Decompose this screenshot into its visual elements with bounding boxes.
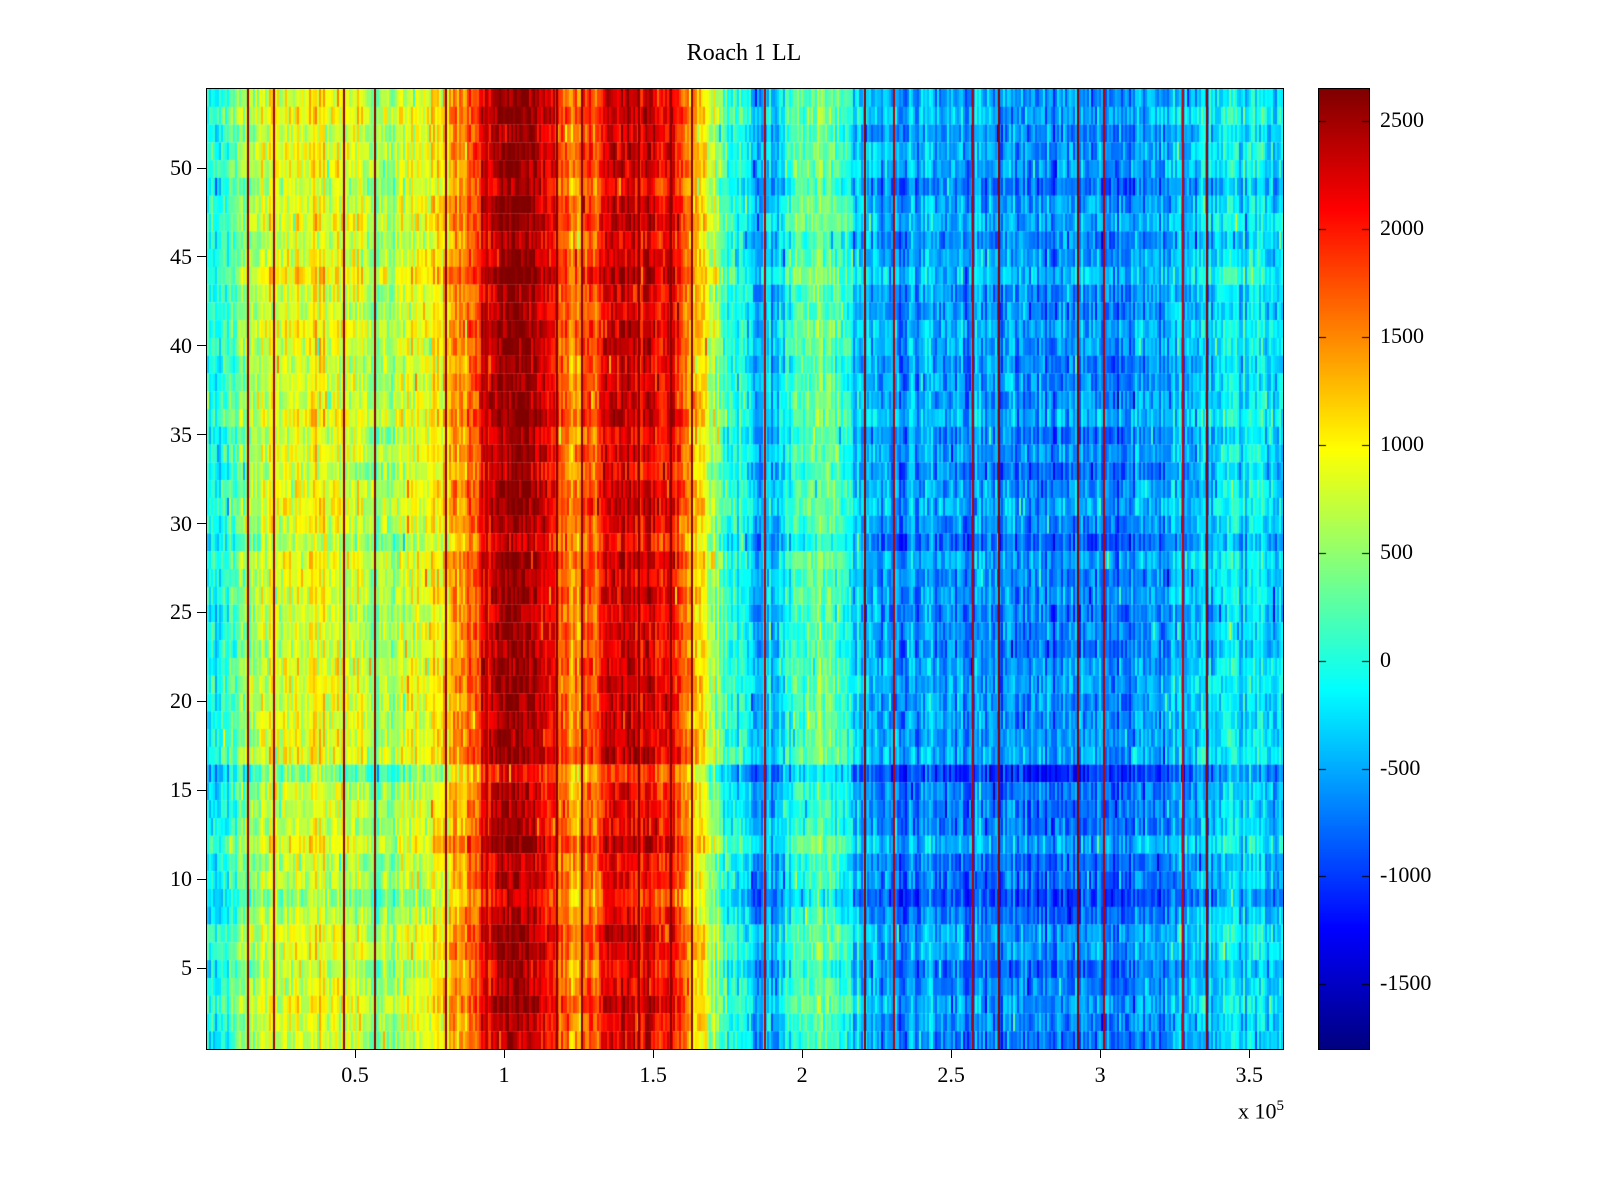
x-axis-tick-label: 0.5 bbox=[341, 1062, 369, 1087]
y-axis-tick bbox=[197, 611, 206, 613]
chart-title: Roach 1 LL bbox=[686, 40, 802, 66]
y-axis-tick-label: 10 bbox=[170, 866, 192, 892]
y-axis-tick-label: 45 bbox=[170, 243, 192, 269]
y-axis-tick-label: 30 bbox=[170, 510, 192, 536]
y-axis-tick bbox=[197, 434, 206, 436]
colorbar-tick-label: 2000 bbox=[1380, 215, 1424, 241]
y-axis-tick bbox=[197, 345, 206, 347]
x-axis-tick bbox=[950, 1049, 952, 1058]
x-axis-scale-exponent: 5 bbox=[1276, 1098, 1285, 1114]
heatmap-canvas bbox=[207, 89, 1283, 1049]
x-axis-tick bbox=[652, 1049, 654, 1058]
colorbar-gradient bbox=[1319, 89, 1369, 1049]
colorbar-tick-label: 1500 bbox=[1380, 323, 1424, 349]
colorbar-tick-label: 0 bbox=[1380, 646, 1391, 672]
x-axis-tick bbox=[354, 1049, 356, 1058]
x-axis-scale-label: x 105 bbox=[1238, 1098, 1284, 1124]
colorbar-tick-label: 2500 bbox=[1380, 107, 1424, 133]
y-axis-tick bbox=[197, 523, 206, 525]
x-axis-tick bbox=[503, 1049, 505, 1058]
x-axis-tick-label: 1 bbox=[498, 1062, 510, 1087]
colorbar-tick-label: 500 bbox=[1380, 538, 1413, 564]
x-axis-tick bbox=[1248, 1049, 1250, 1058]
x-axis-tick-label: 3.5 bbox=[1235, 1062, 1263, 1087]
y-axis-tick bbox=[197, 167, 206, 169]
colorbar-tick-label: -500 bbox=[1380, 754, 1421, 780]
y-axis-tick-label: 15 bbox=[170, 777, 192, 803]
colorbar-tick-label: -1000 bbox=[1380, 862, 1432, 888]
heatmap-plot-area bbox=[206, 88, 1284, 1050]
y-axis-tick bbox=[197, 700, 206, 702]
y-axis-tick-label: 50 bbox=[170, 155, 192, 180]
x-axis-tick-label: 1.5 bbox=[639, 1062, 667, 1087]
x-axis-tick-label: 2 bbox=[796, 1062, 808, 1087]
y-axis-tick-label: 40 bbox=[170, 332, 192, 358]
y-axis-tick-label: 25 bbox=[170, 599, 192, 625]
x-axis-tick-label: 3 bbox=[1094, 1062, 1106, 1087]
y-axis-tick bbox=[197, 256, 206, 258]
y-axis-tick-label: 20 bbox=[170, 688, 192, 714]
x-axis-scale-base: x 10 bbox=[1238, 1098, 1277, 1124]
y-axis-tick-label: 35 bbox=[170, 421, 192, 447]
colorbar-tick-label: -1500 bbox=[1380, 970, 1432, 996]
colorbar bbox=[1318, 88, 1370, 1050]
y-axis-tick bbox=[197, 967, 206, 969]
colorbar-tick-label: 1000 bbox=[1380, 430, 1424, 456]
x-axis-tick bbox=[801, 1049, 803, 1058]
x-axis-tick bbox=[1099, 1049, 1101, 1058]
x-axis-tick-label: 2.5 bbox=[937, 1062, 965, 1087]
y-axis-tick-label: 5 bbox=[181, 955, 192, 980]
y-axis-tick bbox=[197, 789, 206, 791]
y-axis-tick bbox=[197, 878, 206, 880]
